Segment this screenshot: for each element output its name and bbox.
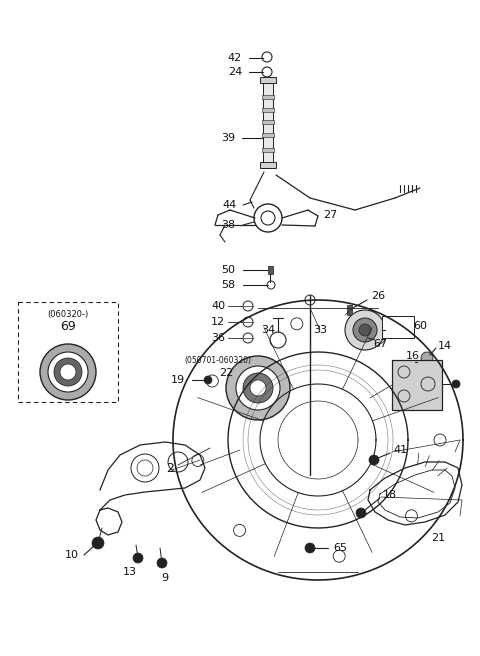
Text: 65: 65 (333, 543, 347, 553)
Circle shape (359, 324, 371, 336)
Text: 12: 12 (211, 317, 225, 327)
Circle shape (40, 344, 96, 400)
Circle shape (243, 373, 273, 403)
FancyBboxPatch shape (262, 95, 274, 99)
Circle shape (353, 318, 377, 342)
Circle shape (204, 376, 212, 384)
Text: 67: 67 (373, 339, 387, 349)
FancyBboxPatch shape (382, 316, 414, 338)
Circle shape (60, 364, 76, 380)
Text: 60: 60 (413, 321, 427, 331)
FancyBboxPatch shape (262, 133, 274, 137)
Text: 22: 22 (219, 368, 233, 378)
FancyBboxPatch shape (262, 108, 274, 112)
Circle shape (305, 543, 315, 553)
Circle shape (236, 366, 280, 410)
FancyBboxPatch shape (347, 305, 352, 315)
Text: 26: 26 (371, 291, 385, 301)
Text: 38: 38 (221, 220, 235, 230)
Circle shape (421, 352, 433, 364)
Circle shape (356, 508, 366, 518)
Circle shape (250, 380, 266, 396)
Circle shape (345, 310, 385, 350)
FancyBboxPatch shape (262, 148, 274, 152)
Text: 44: 44 (223, 200, 237, 210)
Text: 13: 13 (123, 567, 137, 577)
Text: 27: 27 (323, 210, 337, 220)
Text: 69: 69 (60, 321, 76, 333)
Text: (050701-060320): (050701-060320) (184, 356, 252, 365)
Text: 14: 14 (438, 341, 452, 351)
FancyBboxPatch shape (260, 162, 276, 168)
Circle shape (133, 553, 143, 563)
FancyBboxPatch shape (263, 83, 273, 168)
Text: 10: 10 (65, 550, 79, 560)
Text: 40: 40 (211, 301, 225, 311)
FancyBboxPatch shape (392, 360, 442, 410)
Text: 9: 9 (161, 573, 168, 583)
Text: (060320-): (060320-) (48, 310, 89, 319)
Circle shape (54, 358, 82, 386)
FancyBboxPatch shape (260, 77, 276, 83)
Text: 33: 33 (313, 325, 327, 335)
Circle shape (48, 352, 88, 392)
FancyBboxPatch shape (268, 266, 273, 274)
Text: 50: 50 (221, 265, 235, 275)
Circle shape (92, 537, 104, 549)
Text: 36: 36 (211, 333, 225, 343)
FancyBboxPatch shape (18, 302, 118, 402)
Text: 58: 58 (221, 280, 235, 290)
Circle shape (369, 455, 379, 465)
Text: 24: 24 (228, 67, 242, 77)
Text: 39: 39 (221, 133, 235, 143)
Circle shape (452, 380, 460, 388)
Text: 2: 2 (166, 462, 174, 474)
Circle shape (157, 558, 167, 568)
Text: 19: 19 (171, 375, 185, 385)
Text: 16: 16 (406, 351, 420, 361)
Text: 21: 21 (431, 533, 445, 543)
Circle shape (226, 356, 290, 420)
Text: 42: 42 (228, 53, 242, 63)
FancyBboxPatch shape (262, 120, 274, 124)
Text: 41: 41 (393, 445, 407, 455)
Text: 34: 34 (261, 325, 275, 335)
Text: 18: 18 (383, 490, 397, 500)
